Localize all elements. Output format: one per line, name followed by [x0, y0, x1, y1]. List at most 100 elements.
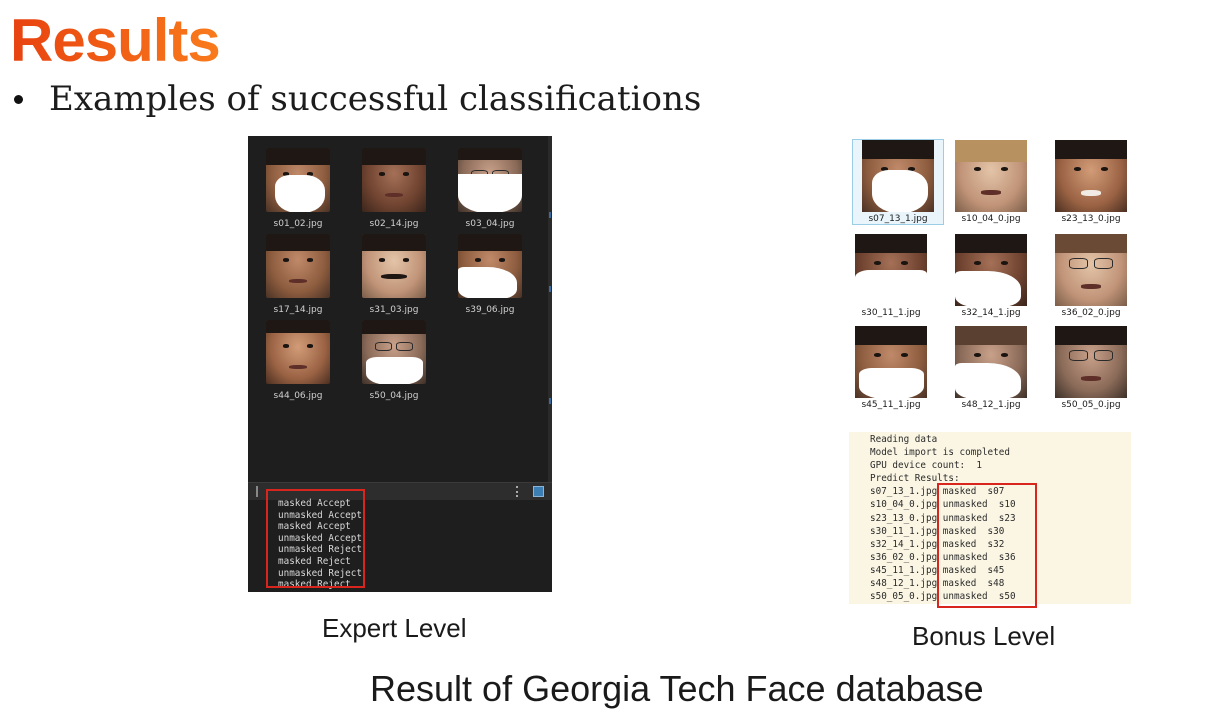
expert-file-item[interactable]: s03_04.jpg [442, 148, 538, 229]
bonus-file-item[interactable]: s32_14_1.jpg [946, 234, 1036, 318]
result-label: unmasked s10 [942, 499, 1016, 511]
result-label: masked s32 [942, 538, 1005, 550]
log-line: unmasked Reject [278, 544, 362, 556]
expert-file-item[interactable]: s02_14.jpg [346, 148, 442, 229]
face-thumbnail [362, 234, 426, 298]
highlight-box [937, 483, 1037, 608]
face-thumbnail [862, 140, 934, 212]
bonus-log: Reading data Model import is completed GPU… [870, 433, 1016, 603]
result-line: s32_14_1.jpg masked s32 [870, 538, 1016, 551]
bonus-file-item[interactable]: s30_11_1.jpg [846, 234, 936, 318]
expert-file-item[interactable]: s39_06.jpg [442, 234, 538, 315]
mask-overlay [274, 174, 325, 212]
face-thumbnail [1055, 326, 1127, 398]
expert-output-console [248, 500, 552, 592]
mask-overlay [365, 357, 424, 384]
log-line: masked Reject [278, 579, 351, 591]
result-line: s23_13_0.jpg unmasked s23 [870, 512, 1016, 525]
result-label: unmasked s23 [942, 512, 1016, 524]
log-line: unmasked Reject [278, 567, 362, 579]
file-name: s45_11_1.jpg [861, 400, 921, 410]
panel-toggle-icon[interactable] [533, 486, 544, 497]
bonus-file-item[interactable]: s10_04_0.jpg [946, 140, 1036, 224]
slide-title: Results [10, 2, 221, 80]
result-label: masked s07 [942, 486, 1005, 498]
handle-icon[interactable] [516, 486, 522, 497]
file-name: s07_13_1.jpg [868, 214, 928, 224]
face-thumbnail [266, 148, 330, 212]
file-name: s31_03.jpg [369, 305, 419, 315]
expert-file-item[interactable]: s01_02.jpg [250, 148, 346, 229]
mask-overlay [458, 267, 517, 298]
expert-file-item[interactable]: s50_04.jpg [346, 320, 442, 401]
bonus-file-item[interactable]: s07_13_1.jpg [852, 139, 944, 225]
result-line: s48_12_1.jpg masked s48 [870, 577, 1016, 590]
bonus-file-item[interactable]: s36_02_0.jpg [1046, 234, 1136, 318]
bonus-file-item[interactable]: s50_05_0.jpg [1046, 326, 1136, 410]
result-file: s48_12_1.jpg [870, 578, 938, 590]
file-name: s03_04.jpg [465, 219, 515, 229]
face-thumbnail [1055, 234, 1127, 306]
file-name: s01_02.jpg [273, 219, 323, 229]
log-line: unmasked Accept [278, 532, 362, 544]
result-line: s45_11_1.jpg masked s45 [870, 564, 1016, 577]
result-file: s45_11_1.jpg [870, 564, 938, 576]
result-line: s10_04_0.jpg unmasked s10 [870, 498, 1016, 511]
file-name: s39_06.jpg [465, 305, 515, 315]
file-name: s02_14.jpg [369, 219, 419, 229]
result-file: s23_13_0.jpg [870, 512, 938, 524]
result-file: s30_11_1.jpg [870, 525, 938, 537]
file-name: s50_04.jpg [369, 391, 419, 401]
result-line: s36_02_0.jpg unmasked s36 [870, 551, 1016, 564]
bullet-text: Examples of successful classifications [49, 79, 702, 119]
face-thumbnail [855, 234, 927, 306]
expert-log: masked Accept unmasked Accept masked Accep… [278, 498, 362, 591]
expert-file-item[interactable]: s44_06.jpg [250, 320, 346, 401]
face-thumbnail [1055, 140, 1127, 212]
mask-overlay [955, 363, 1022, 398]
expert-caption: Expert Level [322, 613, 467, 643]
file-name: s48_12_1.jpg [961, 400, 1021, 410]
face-thumbnail [955, 234, 1027, 306]
expert-file-item[interactable]: s17_14.jpg [250, 234, 346, 315]
mask-overlay [855, 270, 927, 306]
file-name: s30_11_1.jpg [861, 308, 921, 318]
highlight-box [266, 489, 365, 588]
log-line: unmasked Accept [278, 509, 362, 521]
file-name: s32_14_1.jpg [961, 308, 1021, 318]
log-line: masked Accept [278, 498, 351, 509]
bonus-file-item[interactable]: s48_12_1.jpg [946, 326, 1036, 410]
grip-icon [256, 486, 258, 497]
bullet-item: Examples of successful classifications [14, 76, 701, 122]
file-name: s23_13_0.jpg [1061, 214, 1121, 224]
bullet-dot-icon [14, 94, 23, 104]
log-line: masked Reject [278, 555, 351, 567]
face-thumbnail [458, 148, 522, 212]
vertical-scrollbar[interactable] [548, 136, 552, 482]
result-file: s32_14_1.jpg [870, 538, 938, 550]
result-label: masked s45 [942, 564, 1005, 576]
result-line: s50_05_0.jpg unmasked s50 [870, 590, 1016, 603]
result-file: s07_13_1.jpg [870, 486, 938, 498]
log-line: Model import is completed [870, 447, 1010, 459]
result-label: unmasked s36 [942, 551, 1016, 563]
mask-overlay [859, 367, 925, 398]
bonus-file-item[interactable]: s23_13_0.jpg [1046, 140, 1136, 224]
face-thumbnail [266, 234, 330, 298]
log-line: Predict Results: [870, 473, 960, 485]
face-thumbnail [955, 140, 1027, 212]
result-label: masked s48 [942, 578, 1005, 590]
bonus-file-item[interactable]: s45_11_1.jpg [846, 326, 936, 410]
file-name: s36_02_0.jpg [1061, 308, 1121, 318]
expert-file-item[interactable]: s31_03.jpg [346, 234, 442, 315]
face-thumbnail [955, 326, 1027, 398]
face-thumbnail [362, 148, 426, 212]
result-file: s50_05_0.jpg [870, 591, 938, 603]
face-thumbnail [266, 320, 330, 384]
slide-footer-caption: Result of Georgia Tech Face database [370, 668, 984, 709]
result-file: s10_04_0.jpg [870, 499, 938, 511]
face-thumbnail [458, 234, 522, 298]
log-line: GPU device count: 1 [870, 460, 982, 472]
face-thumbnail [855, 326, 927, 398]
log-line: Reading data [870, 434, 938, 445]
